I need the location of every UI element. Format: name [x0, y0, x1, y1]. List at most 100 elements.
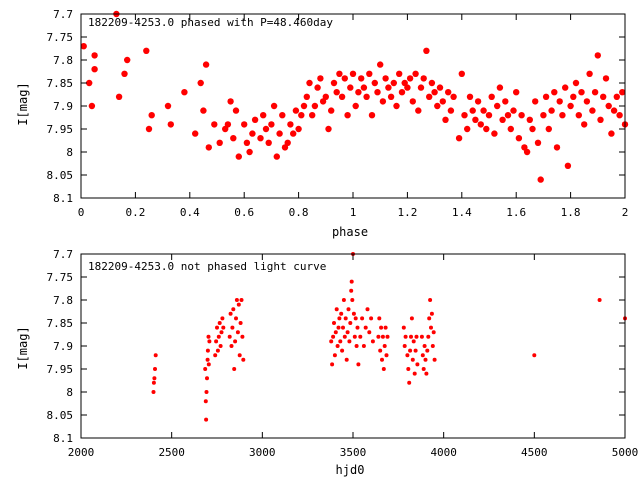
data-point — [246, 148, 253, 156]
data-point — [427, 316, 432, 321]
data-point — [383, 325, 388, 330]
data-point — [597, 298, 602, 302]
data-point — [379, 325, 384, 330]
data-point — [262, 125, 270, 133]
data-point — [537, 176, 544, 183]
unphased-y-tick-labels: 7.7 7.75 7.8 7.85 7.9 7.95 8 8.05 8.1 — [47, 248, 74, 445]
data-point — [447, 107, 455, 114]
data-point — [354, 344, 359, 348]
data-point — [532, 98, 539, 105]
data-point — [88, 102, 96, 110]
data-point — [350, 298, 355, 302]
data-point — [121, 70, 128, 78]
unphased-x-tick-labels: 2000 2500 3000 3500 4000 4500 5000 — [68, 446, 639, 459]
x-tick-label: 2000 — [68, 446, 95, 459]
data-point — [353, 316, 358, 321]
phased-plot-frame — [80, 13, 626, 199]
data-point — [532, 353, 537, 358]
data-point — [562, 84, 569, 91]
phased-plot: 0 0.2 0.4 0.6 0.8 1 1.2 1.4 1.6 1.8 2 7.77.757.87.… — [16, 8, 628, 239]
data-point — [337, 316, 342, 321]
unphased-plot-title: 182209-4253.0 not phased light curve — [88, 260, 326, 273]
unphased-plot: 2000 2500 3000 3500 4000 4500 5000 7.77.757.87… — [16, 248, 638, 477]
x-tick-label: 2500 — [158, 446, 185, 459]
data-point — [382, 344, 387, 348]
data-point — [206, 334, 211, 339]
data-point — [216, 334, 221, 339]
data-point — [329, 339, 334, 344]
data-point — [393, 102, 400, 110]
data-point — [496, 84, 504, 91]
data-point — [442, 116, 449, 124]
unphased-data-points — [151, 252, 627, 422]
data-point — [237, 353, 242, 358]
data-point — [344, 112, 351, 119]
data-point — [583, 98, 591, 105]
data-point — [377, 316, 382, 321]
data-point — [513, 89, 520, 96]
data-point — [361, 344, 366, 348]
data-point — [355, 89, 362, 96]
data-point — [423, 47, 430, 54]
data-point — [483, 125, 490, 133]
x-tick-label: 3000 — [249, 446, 276, 459]
data-point — [276, 130, 283, 137]
data-point — [461, 112, 468, 119]
data-point — [333, 89, 340, 96]
data-point — [553, 144, 561, 151]
data-point — [334, 307, 339, 312]
data-point — [529, 125, 536, 133]
data-point — [510, 107, 517, 114]
data-point — [346, 307, 351, 312]
data-point — [221, 325, 226, 330]
data-point — [526, 116, 533, 124]
data-point — [450, 93, 457, 101]
data-point — [153, 353, 158, 358]
data-point — [284, 139, 291, 146]
data-point — [230, 325, 235, 330]
data-point — [309, 112, 316, 119]
data-point — [545, 125, 552, 133]
data-point — [366, 70, 373, 78]
data-point — [445, 89, 452, 96]
data-point — [251, 116, 259, 124]
data-point — [352, 102, 359, 110]
data-point — [215, 348, 220, 353]
data-point — [204, 390, 209, 394]
data-point — [597, 116, 604, 124]
data-point — [365, 307, 370, 312]
data-point — [401, 325, 406, 330]
data-point — [507, 125, 514, 133]
x-tick-label: 0.4 — [180, 206, 200, 219]
y-tick-label: 7.9 — [53, 100, 73, 113]
data-point — [153, 367, 157, 371]
data-point — [600, 93, 607, 101]
data-point — [287, 121, 294, 128]
data-point — [407, 380, 412, 385]
data-point — [458, 70, 465, 78]
data-point — [356, 362, 361, 367]
data-point — [499, 116, 506, 124]
data-point — [348, 321, 353, 325]
data-point — [605, 102, 612, 110]
data-point — [371, 79, 378, 87]
data-point — [409, 316, 414, 321]
data-point — [214, 339, 219, 344]
data-point — [384, 353, 389, 358]
x-tick-label: 1.6 — [506, 206, 526, 219]
data-point — [432, 357, 437, 362]
unphased-y-axis-label: I[mag] — [16, 326, 30, 369]
data-point — [404, 84, 411, 91]
data-point — [377, 61, 384, 68]
data-point — [403, 334, 408, 339]
data-point — [328, 107, 335, 114]
x-tick-label: 1.2 — [397, 206, 417, 219]
data-point — [235, 330, 240, 335]
data-point — [349, 288, 354, 293]
data-point — [358, 75, 365, 82]
data-point — [431, 89, 438, 96]
data-point — [411, 339, 416, 344]
data-point — [202, 61, 210, 68]
data-point — [358, 334, 363, 339]
